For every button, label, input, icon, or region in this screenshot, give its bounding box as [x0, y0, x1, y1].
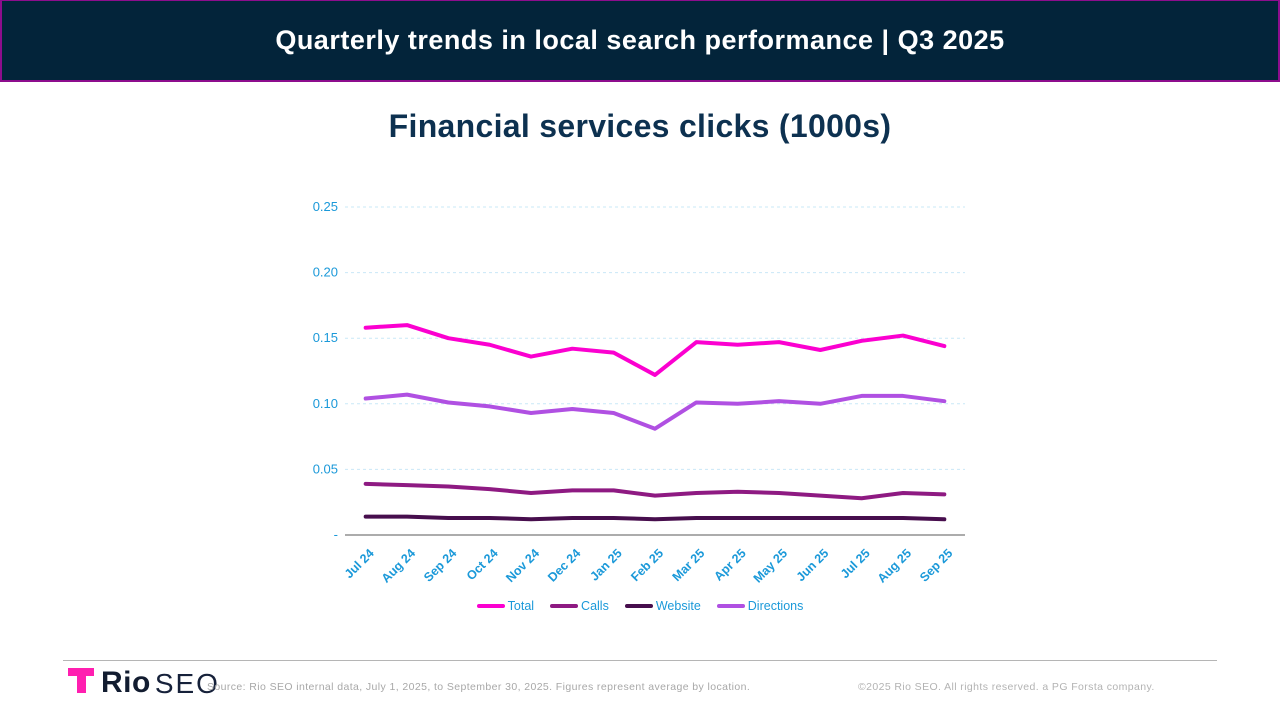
series-line-total	[363, 323, 947, 377]
source-note: Source: Rio SEO internal data, July 1, 2…	[207, 681, 751, 693]
logo-text-rio: Rio	[101, 666, 151, 699]
x-tick-label: Jul 25	[838, 546, 873, 581]
y-tick-label: 0.20	[313, 265, 338, 280]
legend-swatch-website	[624, 604, 653, 608]
y-tick-label: 0.25	[313, 199, 338, 214]
x-tick-label: Feb 25	[628, 546, 666, 584]
x-tick-label: Dec 24	[545, 546, 583, 584]
legend-item-website: Website	[624, 599, 701, 613]
series-line-directions	[363, 392, 947, 431]
x-tick-label: Jul 24	[342, 546, 377, 581]
x-tick-label: Jun 25	[794, 546, 832, 584]
legend-swatch-total	[476, 604, 505, 608]
x-tick-label: Aug 25	[875, 546, 914, 585]
legend-label-total: Total	[507, 599, 535, 613]
footer-divider	[63, 660, 1217, 661]
legend-item-calls: Calls	[550, 599, 609, 613]
x-tick-label: Mar 25	[670, 546, 708, 584]
y-tick-label: -	[334, 527, 338, 542]
x-tick-label: Apr 25	[711, 546, 748, 583]
x-tick-label: Sep 24	[421, 546, 459, 584]
legend-swatch-calls	[550, 604, 579, 608]
legend-label-directions: Directions	[747, 599, 804, 613]
rio-seo-logo: Rio SEO	[68, 666, 220, 702]
y-tick-label: 0.10	[313, 396, 338, 411]
chart-legend: Total Calls Website Directions	[290, 599, 990, 613]
clicks-line-chart: - 0.05 0.10 0.15 0.20 0.25 Jul 24 Aug 24 Sep 24 O…	[313, 199, 965, 586]
legend-item-total: Total	[476, 599, 535, 613]
x-tick-label: Oct 24	[464, 546, 501, 583]
header-title: Quarterly trends in local search perform…	[275, 25, 1005, 55]
series-line-calls	[363, 481, 947, 501]
x-tick-label: May 25	[751, 546, 790, 585]
y-tick-label: 0.05	[313, 461, 338, 476]
x-tick-label: Jan 25	[587, 546, 624, 583]
legend-swatch-directions	[716, 604, 745, 608]
legend-item-directions: Directions	[716, 599, 804, 613]
rio-seo-logo-icon	[68, 668, 95, 702]
legend-label-calls: Calls	[581, 599, 609, 613]
legend-label-website: Website	[655, 599, 701, 613]
x-tick-label: Nov 24	[503, 546, 542, 585]
chart-title: Financial services clicks (1000s)	[388, 108, 892, 144]
y-tick-label: 0.15	[313, 330, 338, 345]
series-line-website	[363, 514, 947, 522]
x-tick-label: Sep 25	[917, 546, 955, 584]
chart-area: - 0.05 0.10 0.15 0.20 0.25 Jul 24 Aug 24 Sep 24 O…	[290, 185, 990, 590]
copyright-note: ©2025 Rio SEO. All rights reserved. a PG…	[858, 681, 1155, 693]
logo-text-seo: SEO	[154, 668, 220, 699]
header-band: Quarterly trends in local search perform…	[0, 0, 1280, 82]
x-tick-label: Aug 24	[379, 546, 418, 585]
